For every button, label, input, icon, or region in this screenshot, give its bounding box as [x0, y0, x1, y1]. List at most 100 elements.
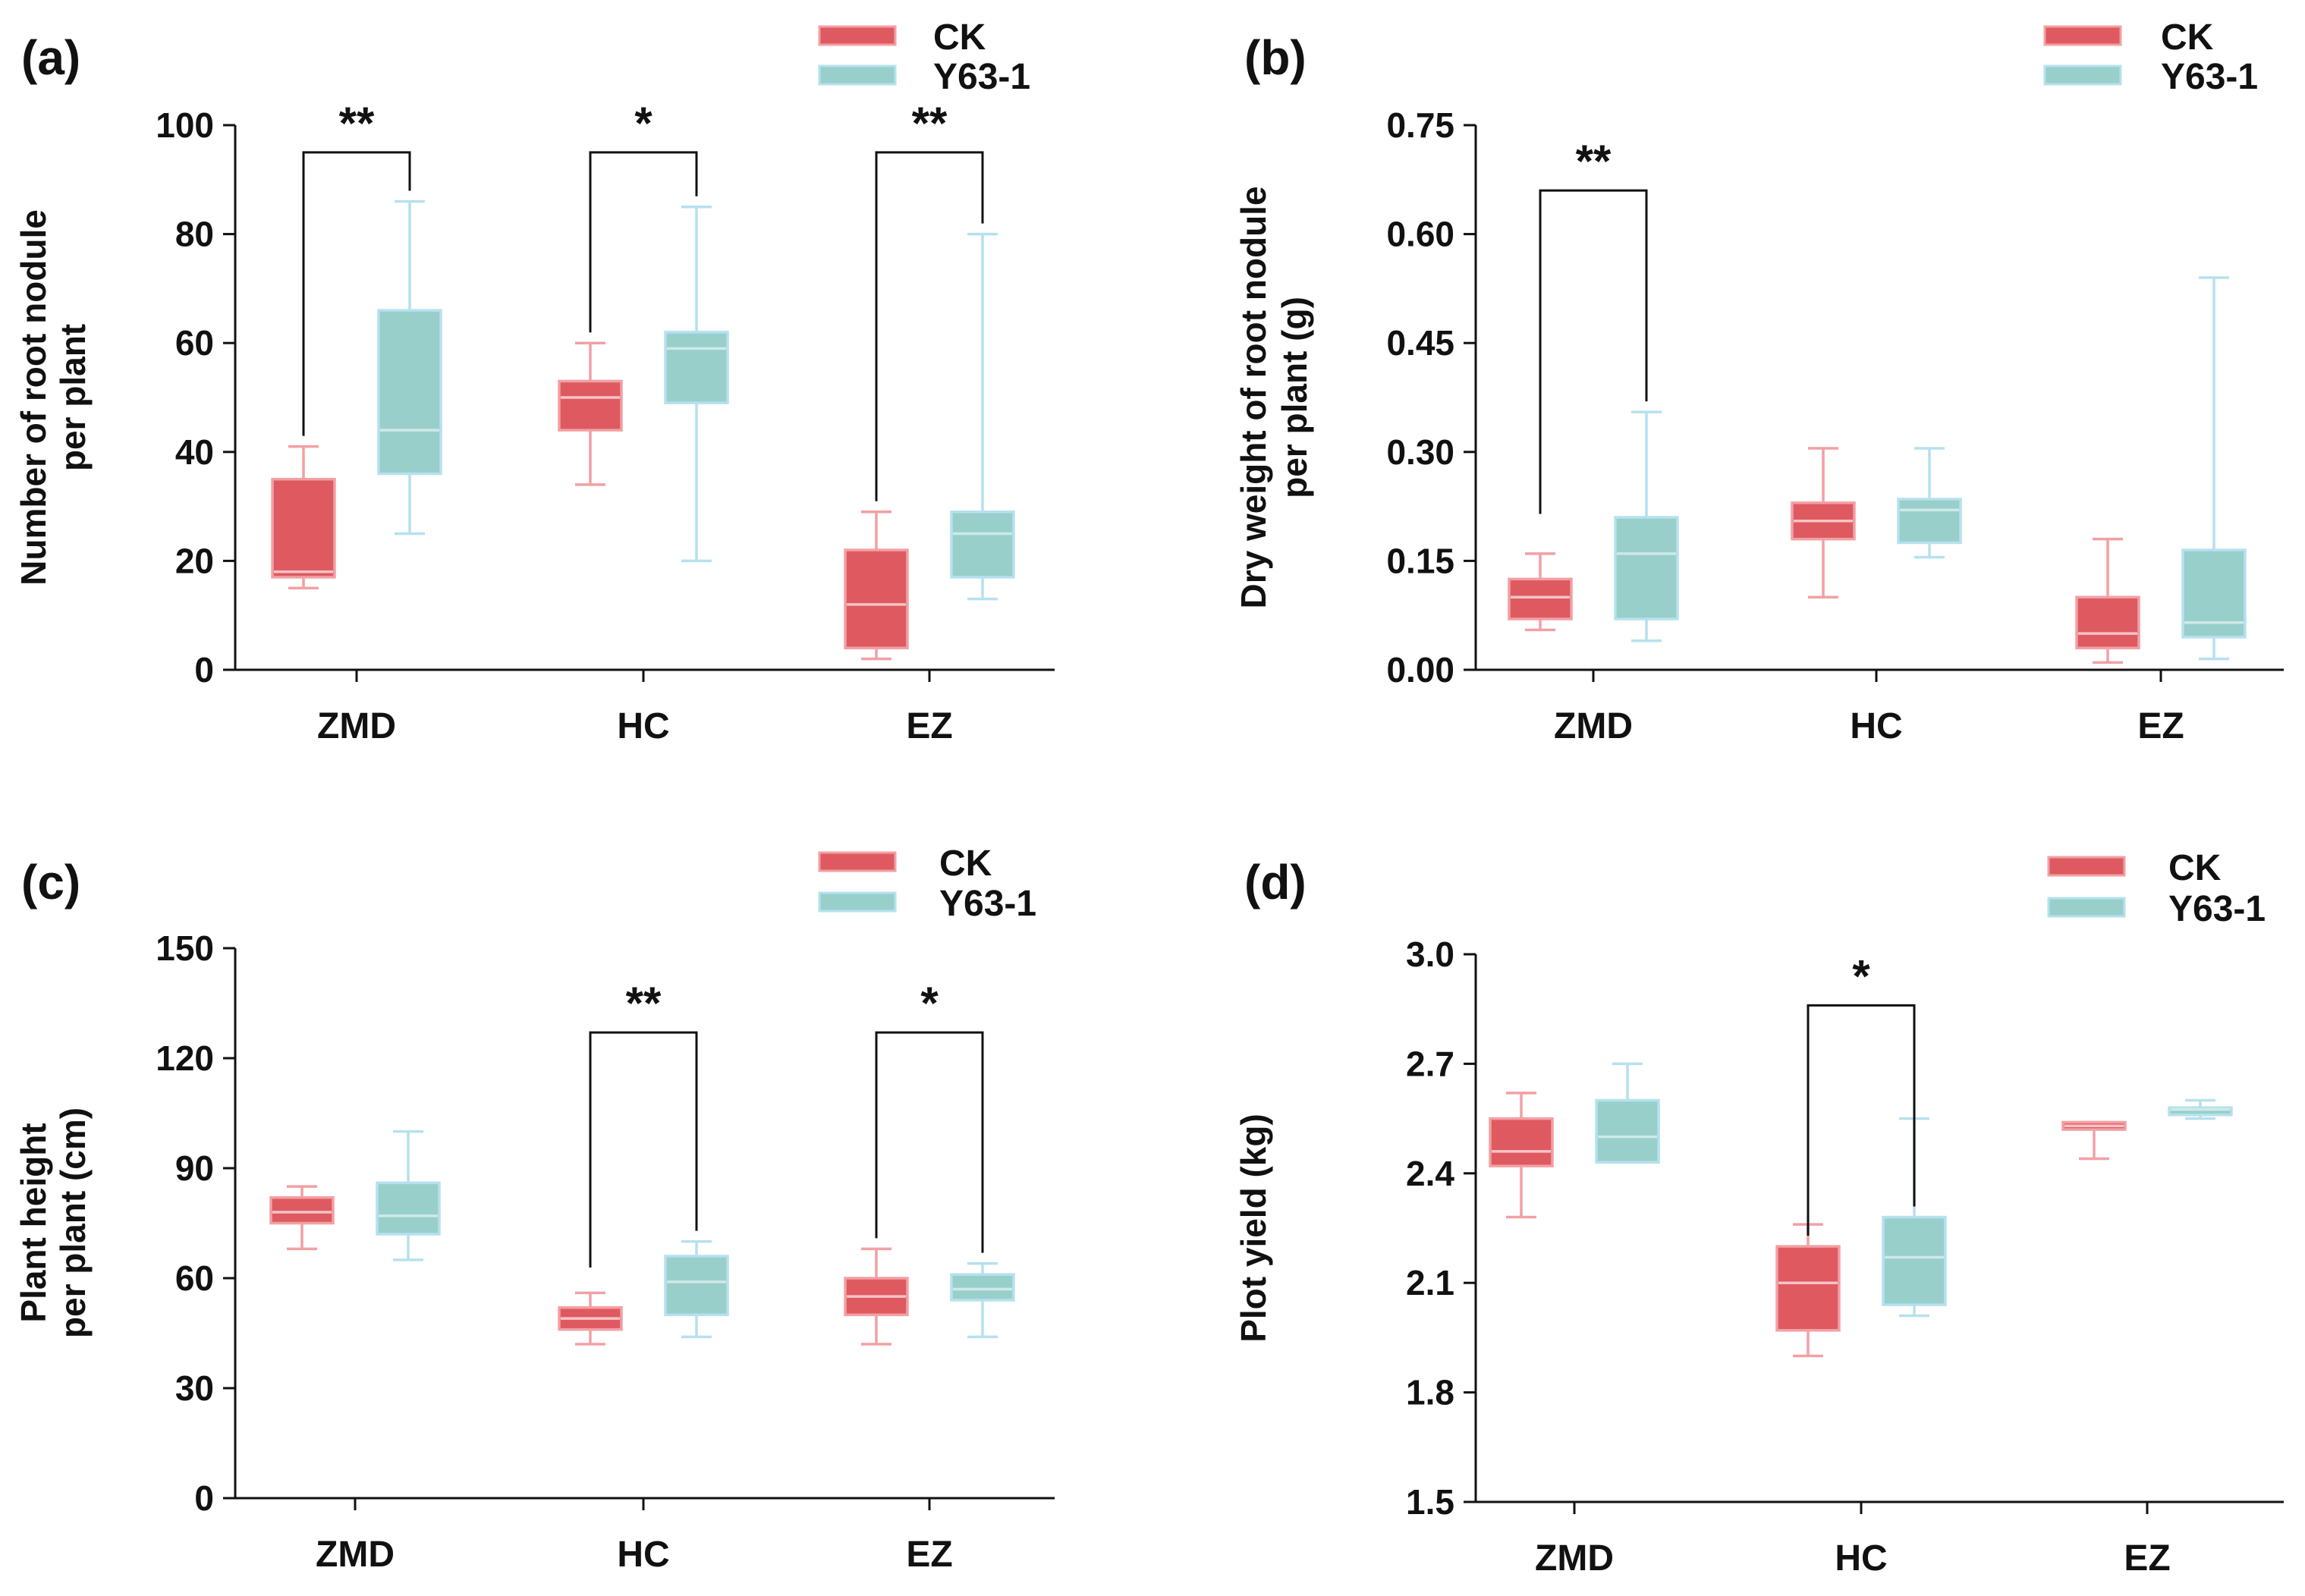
x-category-label: EZ	[906, 1535, 952, 1575]
y-tick-label: 0.00	[1386, 650, 1454, 690]
significance-label: **	[912, 98, 948, 149]
y-tick-label: 0.60	[1386, 215, 1454, 254]
x-category-label: HC	[1850, 706, 1902, 746]
box-ck-hc	[1791, 447, 1856, 599]
y-tick-label: 60	[175, 1258, 214, 1298]
significance-zmd: **	[1539, 136, 1648, 514]
y-axis-title-line: Number of root nodule	[14, 209, 53, 586]
y-axis-title-line: Plot yield (kg)	[1234, 1114, 1273, 1343]
panel-a: (a) 0 20 40 60 80 100 ZMD HC EZ Number of root nod…	[14, 17, 1055, 746]
y-axis-title-line: Dry weight of root nodule	[1234, 186, 1273, 608]
x-category-label: ZMD	[316, 1535, 395, 1575]
y-tick-label: 0.15	[1386, 541, 1454, 580]
legend-swatch-y63-1	[818, 64, 897, 86]
box-iqr	[1614, 516, 1679, 620]
significance-label: *	[920, 978, 939, 1029]
y-tick-label: 20	[175, 541, 214, 580]
y-tick-label: 2.1	[1406, 1263, 1454, 1302]
box-iqr	[2168, 1106, 2233, 1117]
legend-swatch-y63-1	[2047, 897, 2126, 918]
panel-label: (d)	[1244, 855, 1307, 910]
significance-ez: **	[875, 98, 984, 501]
significance-bracket	[875, 1031, 984, 1253]
significance-bracket	[1539, 189, 1648, 514]
box-iqr	[2075, 595, 2140, 650]
panel-label: (b)	[1244, 30, 1307, 85]
y-tick-label: 120	[156, 1038, 214, 1078]
box-ck-hc	[558, 341, 623, 486]
legend-label-ck: CK	[2168, 848, 2222, 888]
box-y63-1-ez	[950, 1261, 1015, 1339]
box-y63-1-zmd	[1614, 410, 1679, 642]
x-category-label: ZMD	[317, 706, 396, 746]
significance-zmd: **	[302, 98, 411, 436]
box-ck-zmd	[271, 445, 336, 590]
box-y63-1-hc	[664, 205, 729, 563]
x-category-label: HC	[1835, 1538, 1887, 1579]
legend-swatch-ck	[2047, 856, 2126, 877]
significance-label: **	[339, 98, 375, 149]
y-tick-label: 0	[194, 650, 214, 690]
box-iqr	[269, 1195, 335, 1225]
y-tick-label: 0.75	[1386, 105, 1454, 145]
significance-bracket	[589, 151, 698, 333]
box-iqr	[664, 331, 729, 404]
y-axis-title-line: per plant (g)	[1275, 297, 1314, 498]
legend-label-y63-1: Y63-1	[2168, 889, 2266, 929]
box-y63-1-hc	[1897, 447, 1962, 559]
box-iqr	[2181, 548, 2247, 639]
y-tick-label: 2.7	[1406, 1044, 1454, 1083]
legend-label-y63-1: Y63-1	[2161, 57, 2258, 97]
significance-hc: **	[589, 978, 698, 1268]
box-iqr	[558, 379, 623, 432]
significance-label: **	[1576, 136, 1612, 187]
box-y63-1-ez	[950, 232, 1015, 601]
panel-c: (c) 0 30 60 90 120 150 ZMD HC EZ Plant heightper p…	[14, 844, 1055, 1575]
significance-bracket	[1807, 1004, 1916, 1236]
y-tick-label: 0.30	[1386, 432, 1454, 472]
legend-label-ck: CK	[939, 844, 992, 884]
y-axis-title: Plot yield (kg)	[1234, 1114, 1273, 1343]
y-axis-title: Number of root noduleper plant	[14, 209, 93, 586]
x-category-label: ZMD	[1554, 706, 1633, 746]
box-ck-ez	[844, 1247, 909, 1346]
significance-bracket	[875, 151, 984, 501]
box-iqr	[1508, 577, 1573, 620]
box-ck-hc	[558, 1291, 623, 1346]
x-category-label: HC	[617, 1535, 669, 1575]
box-iqr	[1897, 498, 1962, 545]
y-axis-title-line: per plant	[53, 324, 93, 471]
box-ck-ez	[2075, 537, 2140, 664]
y-tick-label: 0.45	[1386, 323, 1454, 363]
box-iqr	[1595, 1098, 1660, 1164]
y-tick-label: 2.4	[1406, 1154, 1454, 1193]
significance-label: **	[626, 978, 662, 1029]
panel-label: (c)	[21, 855, 80, 910]
y-tick-label: 150	[156, 928, 214, 968]
y-tick-label: 100	[156, 105, 214, 145]
box-iqr	[1775, 1245, 1841, 1332]
y-axis-title: Plant heightper plant (cm)	[14, 1107, 93, 1338]
box-y63-1-zmd	[377, 200, 442, 536]
legend-swatch-ck	[2043, 25, 2122, 46]
significance-bracket	[589, 1031, 698, 1268]
significance-hc: *	[1807, 950, 1916, 1236]
significance-label: *	[1852, 950, 1870, 1001]
legend-label-ck: CK	[933, 17, 986, 58]
box-iqr	[271, 477, 336, 579]
y-axis-title-line: per plant (cm)	[53, 1107, 93, 1338]
significance-label: *	[634, 98, 653, 149]
legend-label-y63-1: Y63-1	[939, 884, 1036, 924]
panel-d: (d) 1.5 1.8 2.1 2.4 2.7 3.0 ZMD HC EZ Plot yield (…	[1234, 848, 2284, 1579]
significance-hc: *	[589, 98, 698, 333]
box-ck-ez	[844, 511, 909, 661]
box-iqr	[1882, 1215, 1947, 1306]
box-y63-1-hc	[664, 1239, 729, 1339]
y-axis-title: Dry weight of root noduleper plant (g)	[1234, 186, 1314, 608]
box-iqr	[1489, 1117, 1554, 1167]
y-tick-label: 1.5	[1406, 1482, 1454, 1522]
legend-swatch-ck	[818, 25, 897, 46]
box-iqr	[950, 511, 1015, 579]
